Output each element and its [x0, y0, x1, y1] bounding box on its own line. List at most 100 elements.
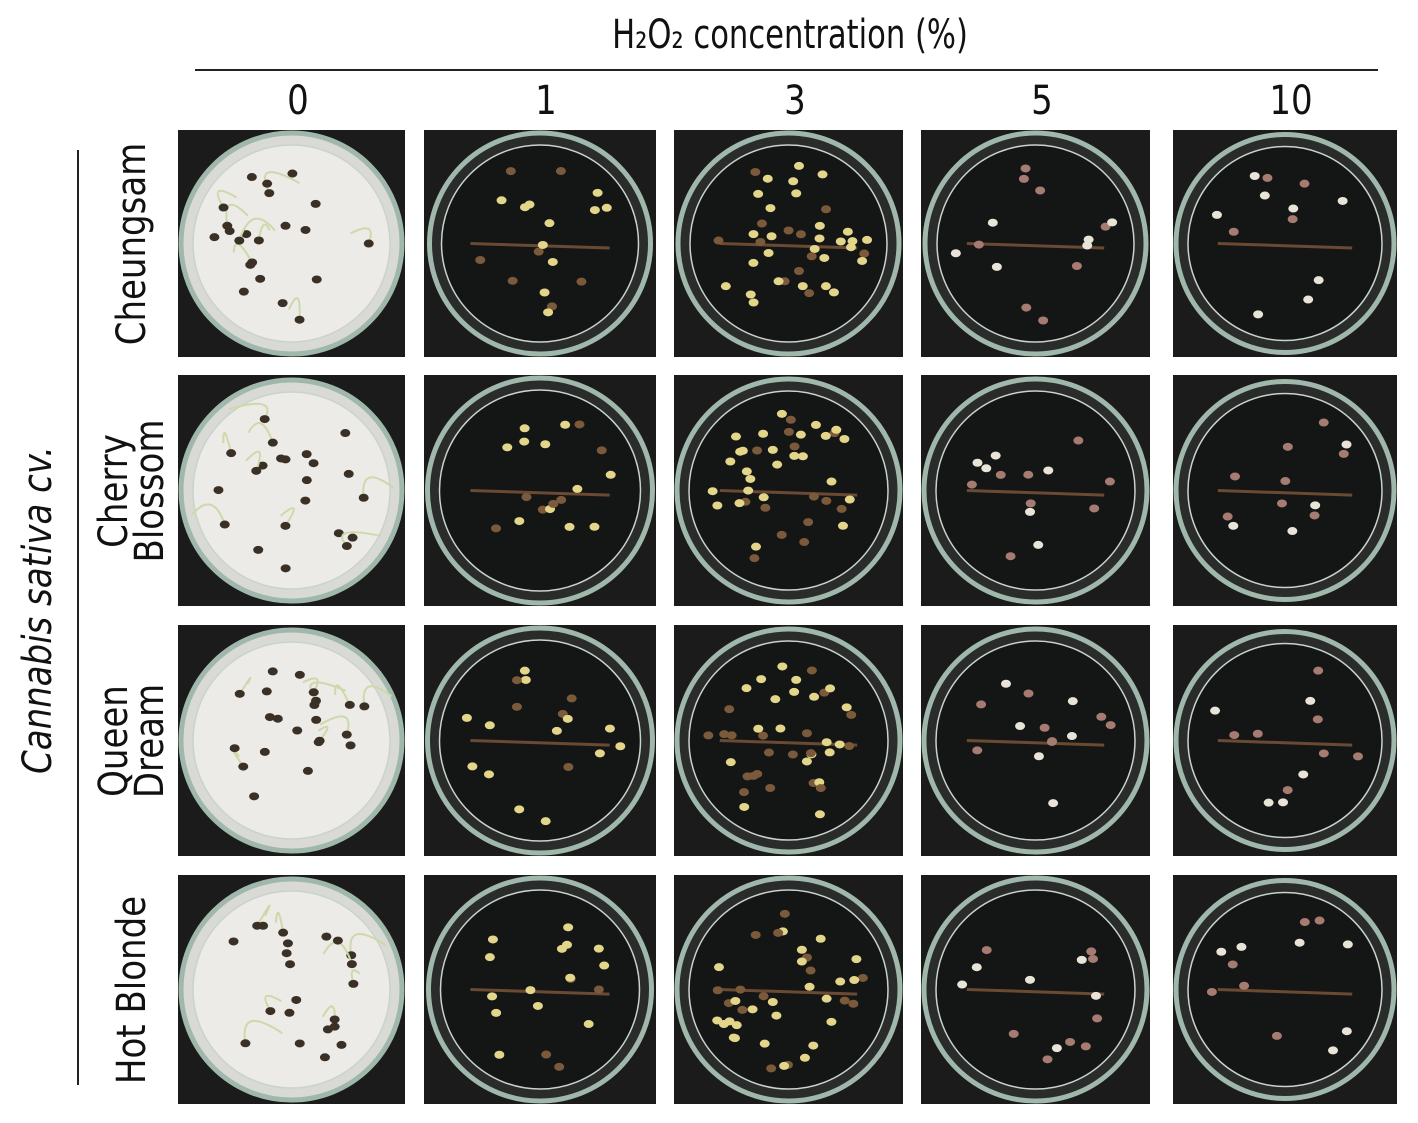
- seed: [844, 495, 855, 504]
- seed: [547, 257, 558, 266]
- seed: [1341, 1027, 1352, 1036]
- seed: [234, 236, 245, 245]
- seed: [292, 726, 303, 735]
- seed: [1042, 1055, 1053, 1064]
- seed: [1076, 955, 1087, 964]
- seed: [826, 477, 837, 486]
- seed: [1236, 942, 1247, 951]
- seed: [995, 470, 1006, 479]
- seed: [1020, 164, 1031, 173]
- seed: [1104, 477, 1115, 486]
- seed: [1210, 706, 1221, 715]
- seed: [1023, 689, 1034, 698]
- seed: [311, 275, 322, 284]
- seed: [814, 234, 825, 243]
- seed: [615, 742, 626, 751]
- seed: [251, 466, 262, 475]
- seed: [862, 235, 873, 244]
- seed: [801, 757, 812, 766]
- seed: [1033, 752, 1044, 761]
- seed: [753, 189, 764, 198]
- seed: [252, 921, 263, 930]
- seed: [284, 1008, 295, 1017]
- seed: [348, 979, 359, 988]
- seed: [1023, 470, 1034, 479]
- seed: [267, 667, 278, 676]
- seed: [540, 817, 551, 826]
- column-label: 3: [783, 78, 806, 124]
- seed: [336, 1040, 347, 1049]
- seed: [821, 738, 832, 747]
- seed: [572, 484, 583, 493]
- seed: [775, 724, 786, 733]
- dish-reflection: [470, 739, 610, 747]
- seed: [842, 227, 853, 236]
- seed: [973, 240, 984, 249]
- seed: [226, 449, 237, 458]
- row-label-line: Hot Blonde: [109, 895, 155, 1084]
- petri-dish-photo: [424, 130, 656, 357]
- seed: [344, 700, 355, 709]
- seed: [806, 252, 817, 261]
- seed: [820, 282, 831, 291]
- seed: [461, 713, 472, 722]
- seed: [821, 994, 832, 1003]
- seed: [467, 762, 478, 771]
- seed: [720, 282, 731, 291]
- seed: [837, 521, 848, 530]
- seed: [1092, 1014, 1103, 1023]
- seed: [713, 236, 724, 245]
- seed: [264, 713, 275, 722]
- seed: [511, 702, 522, 711]
- seed: [804, 289, 815, 298]
- seed: [750, 930, 761, 939]
- seed: [1310, 501, 1321, 510]
- seed: [1229, 731, 1240, 740]
- seed: [544, 219, 555, 228]
- seed: [771, 1011, 782, 1020]
- sprout: [238, 676, 252, 695]
- dish-reflection: [966, 489, 1105, 497]
- seed: [1033, 540, 1044, 549]
- seed: [593, 944, 604, 953]
- seed: [745, 474, 756, 483]
- dish-reflection: [1217, 242, 1353, 250]
- seed: [262, 179, 273, 188]
- petri-dish-photo: [178, 375, 405, 606]
- seed: [265, 1007, 276, 1016]
- seed: [737, 1005, 748, 1014]
- seed: [1065, 1037, 1076, 1046]
- seed: [563, 763, 574, 772]
- seed: [753, 724, 764, 733]
- seed: [779, 909, 790, 918]
- seed: [1309, 511, 1320, 520]
- seed: [725, 457, 736, 466]
- seed: [824, 748, 835, 757]
- seed: [246, 173, 257, 182]
- seed: [1222, 512, 1233, 521]
- seed: [972, 458, 983, 467]
- seed: [541, 1050, 552, 1059]
- seed: [799, 538, 810, 547]
- dish-inner: [439, 889, 641, 1090]
- seed: [793, 266, 804, 275]
- seed: [857, 973, 868, 982]
- seed: [765, 204, 776, 213]
- seed: [514, 517, 525, 526]
- seed: [229, 744, 240, 753]
- seed: [560, 420, 571, 429]
- seed: [329, 1015, 340, 1024]
- seed: [589, 206, 600, 215]
- seed: [302, 766, 313, 775]
- seed: [976, 700, 987, 709]
- seed: [1342, 940, 1353, 949]
- seed: [599, 961, 610, 970]
- seed: [1021, 303, 1032, 312]
- seed: [846, 710, 857, 719]
- seed: [758, 429, 769, 438]
- seed: [601, 203, 612, 212]
- seed: [574, 420, 585, 429]
- seed: [788, 177, 799, 186]
- seed: [1262, 173, 1273, 182]
